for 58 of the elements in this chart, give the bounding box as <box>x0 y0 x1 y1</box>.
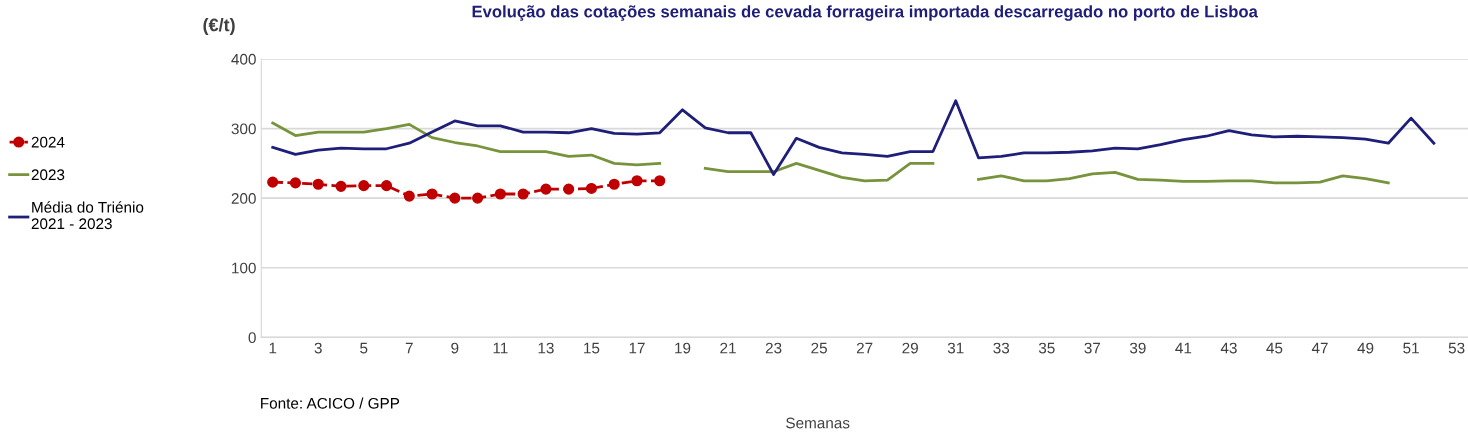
x-tick-label: 39 <box>1129 342 1146 354</box>
point <box>494 188 506 200</box>
x-tick-label: 49 <box>1357 342 1374 354</box>
x-axis-title: Semanas <box>786 417 850 429</box>
point <box>472 192 484 204</box>
legend-label: 2024 <box>31 136 65 148</box>
point <box>267 176 279 188</box>
x-tick-label: 33 <box>993 342 1010 354</box>
x-tick-label: 19 <box>675 342 691 354</box>
x-tick-label: 47 <box>1311 342 1328 354</box>
point <box>654 175 666 187</box>
point <box>449 192 461 204</box>
point <box>335 180 347 192</box>
y-tick-label: 0 <box>248 332 256 344</box>
x-tick-label: 7 <box>405 342 413 354</box>
legend-label: Média do Triénio 2021 - 2023 <box>31 201 144 230</box>
y-axis-title: (€/t) <box>203 18 235 35</box>
x-tick-label: 23 <box>765 342 782 354</box>
x-tick-label: 17 <box>629 342 645 354</box>
point <box>608 178 620 190</box>
point <box>563 183 575 195</box>
x-tick-label: 35 <box>1038 342 1055 354</box>
point <box>631 175 643 187</box>
line-series <box>271 99 1436 176</box>
point <box>289 177 302 189</box>
y-tick-label: 400 <box>231 53 256 65</box>
x-tick-label: 37 <box>1084 342 1101 354</box>
x-tick-label: 45 <box>1266 342 1283 354</box>
source-note: Fonte: ACICO / GPP <box>261 397 400 409</box>
y-tick-label: 200 <box>231 193 256 204</box>
point <box>426 188 438 200</box>
point <box>540 183 552 195</box>
x-tick-label: 51 <box>1403 342 1419 354</box>
x-tick-label: 3 <box>314 342 322 354</box>
y-tick-label: 300 <box>231 123 256 135</box>
x-tick-label: 53 <box>1448 342 1465 354</box>
x-tick-label: 27 <box>856 342 873 354</box>
x-tick-label: 31 <box>947 342 964 354</box>
x-tick-label: 41 <box>1175 342 1192 354</box>
x-tick-label: 29 <box>902 342 918 354</box>
point <box>380 180 393 192</box>
x-tick-label: 21 <box>720 342 736 354</box>
x-tick-label: 15 <box>584 342 600 354</box>
x-tick-label: 9 <box>451 342 459 354</box>
x-tick-label: 1 <box>269 342 277 354</box>
x-tick-label: 43 <box>1220 342 1237 354</box>
legend-label: 2023 <box>31 169 65 181</box>
x-tick-label: 11 <box>493 342 508 354</box>
point <box>403 190 415 202</box>
point <box>358 180 370 192</box>
x-tick-label: 25 <box>811 342 827 354</box>
x-tick-label: 13 <box>538 342 554 354</box>
y-tick-label: 100 <box>232 262 256 274</box>
x-tick-label: 5 <box>360 342 368 354</box>
chart-title: Evolução das cotações semanais de cevada forrageira importada descarregado no porto de Lisboa <box>472 5 1258 21</box>
point <box>312 178 324 190</box>
point <box>585 182 597 194</box>
point <box>517 188 529 200</box>
